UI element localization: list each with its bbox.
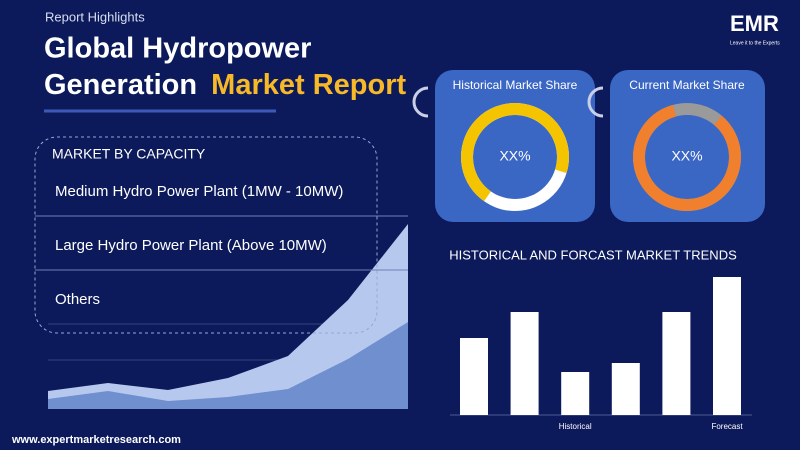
x-tick-label: Forecast [711,422,743,431]
card-title: Historical Market Share [453,78,578,92]
bar [561,372,590,415]
title-highlight: Market Report [211,69,406,101]
card-title: Current Market Share [629,78,745,92]
card-value: XX% [671,148,702,164]
x-tick-label: Historical [559,422,592,431]
title-line: Global Hydropower [44,33,311,65]
segments-title: MARKET BY CAPACITY [52,146,206,162]
logo-mark: EMR [730,11,779,36]
chart-title: HISTORICAL AND FORCAST MARKET TRENDS [449,247,737,262]
bars: Historical Forecast [460,277,743,431]
segment-item: Others [55,291,100,308]
bar [662,312,691,415]
share-card: Current Market Share XX% [587,70,765,222]
title-line: Generation Market Report [44,69,406,101]
website: www.expertmarketresearch.com [11,434,181,446]
logo-tagline: Leave it to the Experts [730,40,780,46]
share-card: Historical Market Share XX% [412,70,595,222]
card-value: XX% [499,148,530,164]
bar [611,363,640,415]
title-part: Generation [44,69,197,101]
kicker: Report Highlights [45,9,145,24]
segment-item: Large Hydro Power Plant (Above 10MW) [55,237,327,254]
bar [713,277,741,415]
bar [460,338,488,415]
bar [510,312,539,415]
segment-item: Medium Hydro Power Plant (1MW - 10MW) [55,183,343,200]
segments-box [34,136,378,334]
